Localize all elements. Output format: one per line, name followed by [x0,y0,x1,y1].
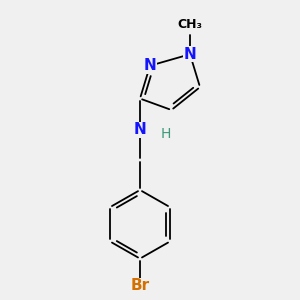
Text: CH₃: CH₃ [178,18,203,31]
Text: H: H [160,127,172,141]
Text: H: H [160,127,171,141]
Text: N: N [134,122,146,137]
Text: Br: Br [130,278,150,293]
Text: N: N [184,47,196,62]
Text: N: N [144,58,156,73]
